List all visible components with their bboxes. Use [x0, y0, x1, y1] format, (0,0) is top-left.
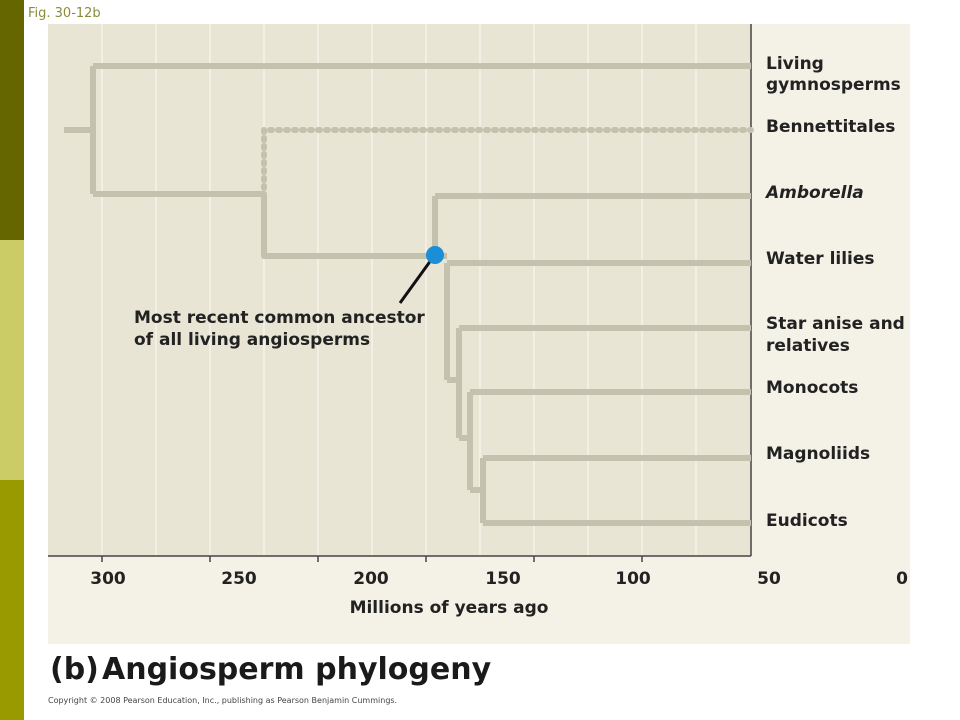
- x-tick-label: 300: [90, 569, 126, 589]
- x-tick-label: 250: [221, 569, 257, 589]
- copyright-notice: Copyright © 2008 Pearson Education, Inc.…: [48, 696, 398, 705]
- taxon-label-line: Living: [766, 54, 824, 74]
- taxon-label-water-lilies: Water lilies: [766, 249, 875, 269]
- x-tick-label: 100: [615, 569, 651, 589]
- taxon-label-living-gymnosperms: Living gymnosperms: [766, 54, 901, 95]
- x-axis-ticks: [101, 556, 643, 562]
- figure-number: Fig. 30-12b: [28, 6, 101, 21]
- annotation-line-2: of all living angiosperms: [134, 330, 370, 350]
- common-ancestor-node: [426, 246, 444, 264]
- sidebar-mid-block: [0, 480, 24, 720]
- taxon-label-monocots: Monocots: [766, 378, 858, 398]
- annotation-line-1: Most recent common ancestor: [134, 308, 425, 328]
- sidebar-dark-block: [0, 0, 24, 240]
- x-tick-label: 200: [353, 569, 389, 589]
- taxon-label-line: relatives: [766, 336, 850, 356]
- taxon-label-bennettitales: Bennettitales: [766, 117, 895, 137]
- x-tick-label: 50: [757, 569, 781, 589]
- panel-letter: (b): [50, 652, 99, 687]
- sidebar-light-block: [0, 240, 24, 480]
- branch-bennettitales-extinct: [261, 127, 754, 191]
- taxon-label-line: gymnosperms: [766, 75, 901, 95]
- x-tick-label: 0: [896, 569, 908, 589]
- taxon-label-line: Star anise and: [766, 314, 905, 334]
- taxon-label-eudicots: Eudicots: [766, 511, 848, 531]
- branch-seed-plant-lineage: [93, 191, 435, 259]
- taxon-label-magnoliids: Magnoliids: [766, 444, 870, 464]
- panel-title: Angiosperm phylogeny: [102, 652, 492, 687]
- plot-area: [48, 24, 751, 556]
- annotation-pointer: [398, 255, 436, 304]
- phylogeny-tree: [64, 63, 751, 526]
- taxon-label-amborella: Amborella: [764, 183, 864, 203]
- x-axis-title: Millions of years ago: [350, 598, 549, 618]
- x-tick-label: 150: [485, 569, 521, 589]
- gridlines: [101, 24, 697, 556]
- taxon-label-star-anise: Star anise and relatives: [766, 314, 911, 356]
